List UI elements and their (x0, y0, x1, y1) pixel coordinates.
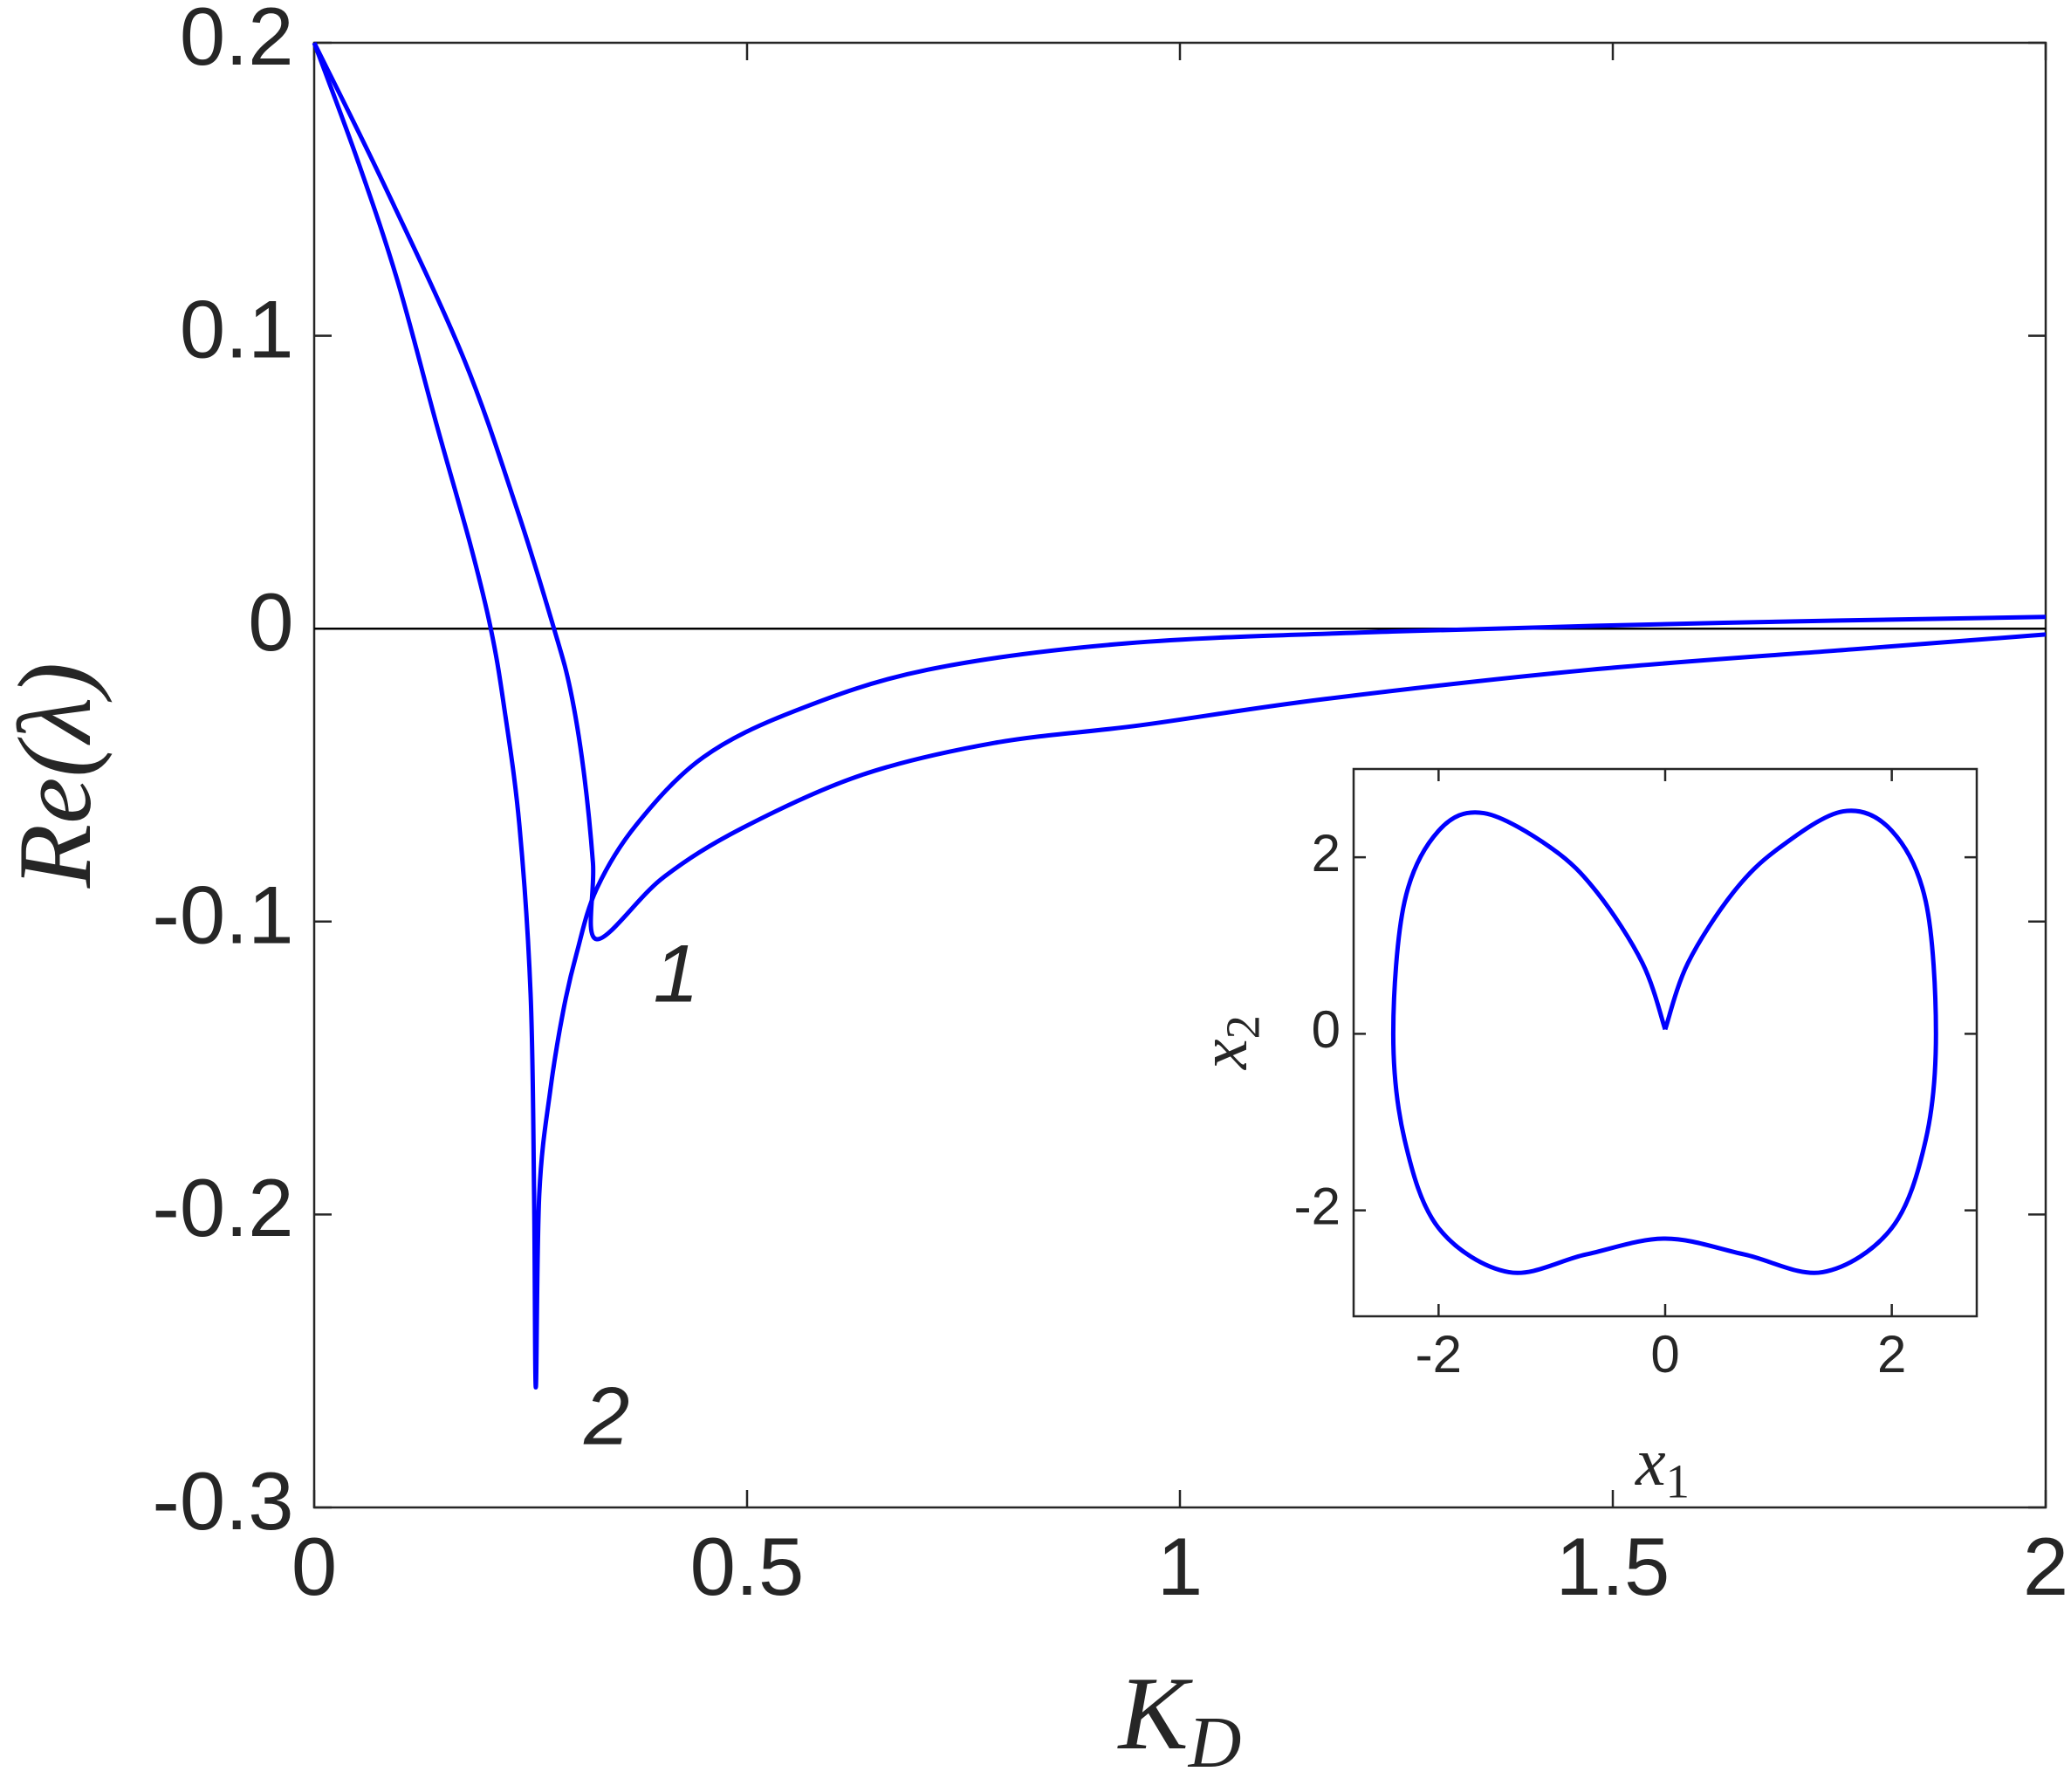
x-tick-label: 1.5 (1556, 1521, 1670, 1612)
y-tick-label: -0.1 (153, 869, 294, 961)
y-tick-label: 0 (1312, 1000, 1341, 1059)
y-tick-label: -0.3 (153, 1455, 294, 1547)
x-tick-label: 0.5 (690, 1521, 805, 1612)
y-axis-label: x2 (1185, 1015, 1269, 1070)
y-axis-label-main: x (1185, 1039, 1261, 1070)
x-tick-label: 2 (2023, 1521, 2068, 1612)
x-axis-label-sub: 1 (1666, 1454, 1690, 1507)
x-tick-label: 2 (1877, 1325, 1906, 1383)
x-tick-label: 1 (1157, 1521, 1203, 1612)
curve-annotation: 1 (654, 928, 699, 1020)
x-tick-label: -2 (1416, 1325, 1462, 1383)
curve-annotation: 2 (583, 1370, 629, 1462)
y-tick-label: 0.1 (180, 283, 294, 374)
data-line (312, 42, 2047, 1390)
plot-area (1352, 767, 1978, 1318)
y-axis-label: Re(λ) (0, 663, 113, 889)
y-tick-label: -2 (1294, 1177, 1341, 1235)
y-axis-label-main: Re(λ) (0, 663, 113, 889)
x-axis-label: x1 (1635, 1424, 1690, 1507)
x-axis-label: KD (1117, 1655, 1242, 1784)
x-tick-label: 0 (1650, 1325, 1679, 1383)
y-axis-label-sub: 2 (1216, 1015, 1269, 1039)
y-tick-label: 0.2 (180, 0, 294, 82)
x-axis-label-main: K (1117, 1655, 1194, 1771)
x-axis-label-main: x (1635, 1424, 1666, 1500)
x-tick-label: 0 (291, 1521, 337, 1612)
x-axis-label-sub: D (1188, 1702, 1242, 1783)
data-line (1390, 808, 1938, 1275)
y-tick-label: -0.2 (153, 1162, 294, 1253)
data-line (312, 41, 2047, 942)
y-tick-label: 0 (248, 576, 293, 668)
y-tick-label: 2 (1312, 824, 1341, 882)
